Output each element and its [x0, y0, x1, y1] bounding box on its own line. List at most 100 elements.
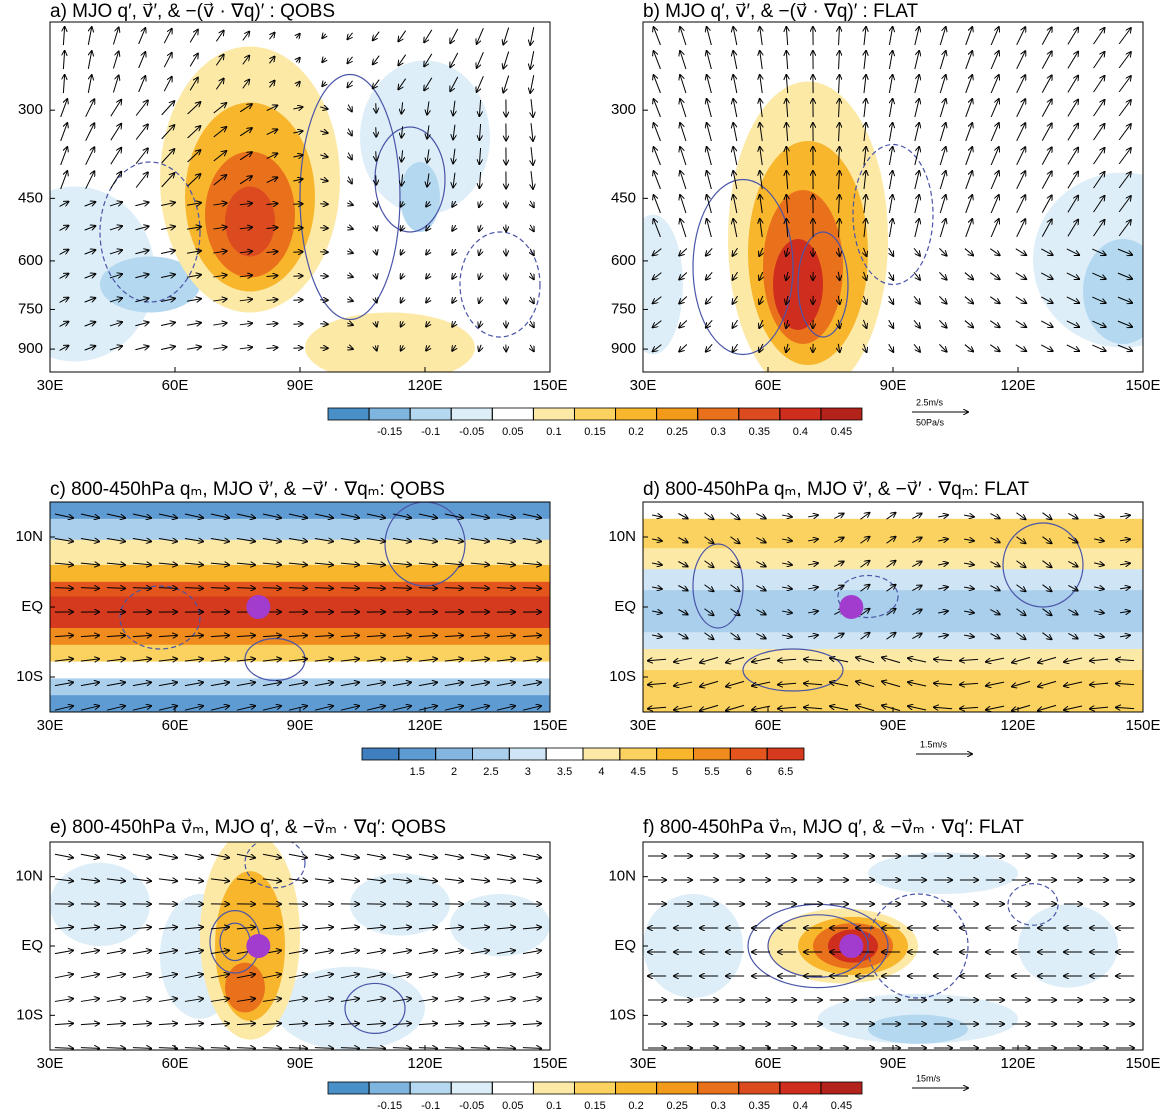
vector	[886, 633, 896, 640]
vector	[210, 1023, 229, 1024]
vector	[752, 657, 771, 662]
field	[643, 502, 1143, 712]
vector	[477, 75, 484, 92]
vector	[808, 539, 818, 541]
vector	[964, 635, 974, 637]
shading	[50, 565, 550, 583]
vector	[266, 177, 278, 184]
vector	[479, 123, 480, 140]
vector	[453, 148, 455, 164]
vector	[189, 78, 198, 91]
vector	[965, 27, 973, 46]
vector	[293, 131, 302, 133]
vector	[732, 343, 738, 352]
vector	[1067, 100, 1078, 117]
vector	[882, 681, 901, 688]
vector	[314, 659, 333, 661]
vector	[418, 682, 437, 685]
colorbar-label: 0.35	[749, 1100, 770, 1110]
vector	[530, 27, 535, 45]
vector	[704, 512, 714, 520]
vector	[912, 513, 921, 519]
vector	[239, 128, 252, 137]
colorbar-swatch	[697, 407, 740, 421]
vector	[288, 588, 307, 589]
vector	[80, 853, 99, 857]
vector	[236, 563, 255, 565]
vector	[496, 659, 515, 661]
vector	[80, 588, 99, 589]
vector	[266, 251, 278, 252]
reference-point	[246, 595, 271, 619]
vector	[1118, 220, 1131, 237]
vector	[889, 147, 892, 166]
vector	[1064, 657, 1083, 662]
vector	[236, 1023, 255, 1024]
vector	[1068, 585, 1077, 590]
vector	[215, 55, 223, 66]
vector	[366, 1023, 385, 1024]
vector	[239, 176, 252, 185]
vector	[786, 123, 787, 142]
vector	[398, 30, 407, 42]
vector	[1012, 704, 1031, 710]
vector	[530, 272, 534, 279]
vector	[1118, 28, 1131, 45]
vector	[732, 319, 738, 328]
contour	[459, 231, 541, 338]
vector	[418, 659, 437, 661]
vector	[401, 345, 404, 350]
vector	[88, 75, 91, 93]
vector	[786, 319, 788, 328]
vector	[158, 1048, 177, 1049]
vector	[401, 297, 404, 302]
vector	[366, 659, 385, 661]
vector	[1042, 512, 1052, 520]
vector	[1016, 632, 1025, 639]
vector	[322, 82, 325, 86]
vector	[392, 927, 411, 929]
x-tick-label: 90E	[287, 377, 314, 394]
vector	[786, 75, 787, 94]
vector	[158, 853, 177, 857]
y-tick-label: 10N	[15, 528, 43, 545]
vector	[886, 585, 896, 592]
shading	[1083, 239, 1143, 344]
panel: a) MJO q′, v⃗′, & −(v⃗ · ∇q)′ : QOBS 30E 6…	[18, 1, 568, 394]
vector	[59, 226, 69, 231]
vector	[808, 635, 818, 637]
vector	[213, 127, 226, 138]
vector	[756, 513, 765, 519]
vector	[889, 75, 892, 94]
vector	[839, 219, 840, 238]
vector	[730, 608, 739, 616]
vector	[314, 950, 333, 953]
vector	[914, 123, 919, 142]
vector	[889, 247, 894, 256]
vector	[990, 75, 999, 94]
vector	[908, 658, 927, 663]
vector	[110, 124, 121, 141]
vector	[1090, 659, 1109, 661]
vector	[934, 707, 953, 709]
vector	[1042, 584, 1052, 592]
vector	[496, 513, 515, 518]
vector	[934, 683, 953, 685]
vector	[864, 195, 866, 214]
vector	[648, 683, 667, 685]
vector	[236, 999, 255, 1002]
x-tick-label: 120E	[1000, 717, 1035, 734]
vector	[914, 51, 919, 70]
vector	[730, 512, 739, 520]
vector	[444, 974, 463, 979]
vector	[110, 100, 121, 117]
vector	[424, 53, 433, 67]
vector	[401, 174, 402, 185]
vector	[522, 999, 541, 1002]
vector	[54, 539, 73, 542]
contour	[867, 893, 969, 999]
vector	[80, 999, 99, 1002]
reference-point	[246, 934, 271, 958]
vector	[340, 635, 359, 636]
vector	[704, 632, 714, 640]
